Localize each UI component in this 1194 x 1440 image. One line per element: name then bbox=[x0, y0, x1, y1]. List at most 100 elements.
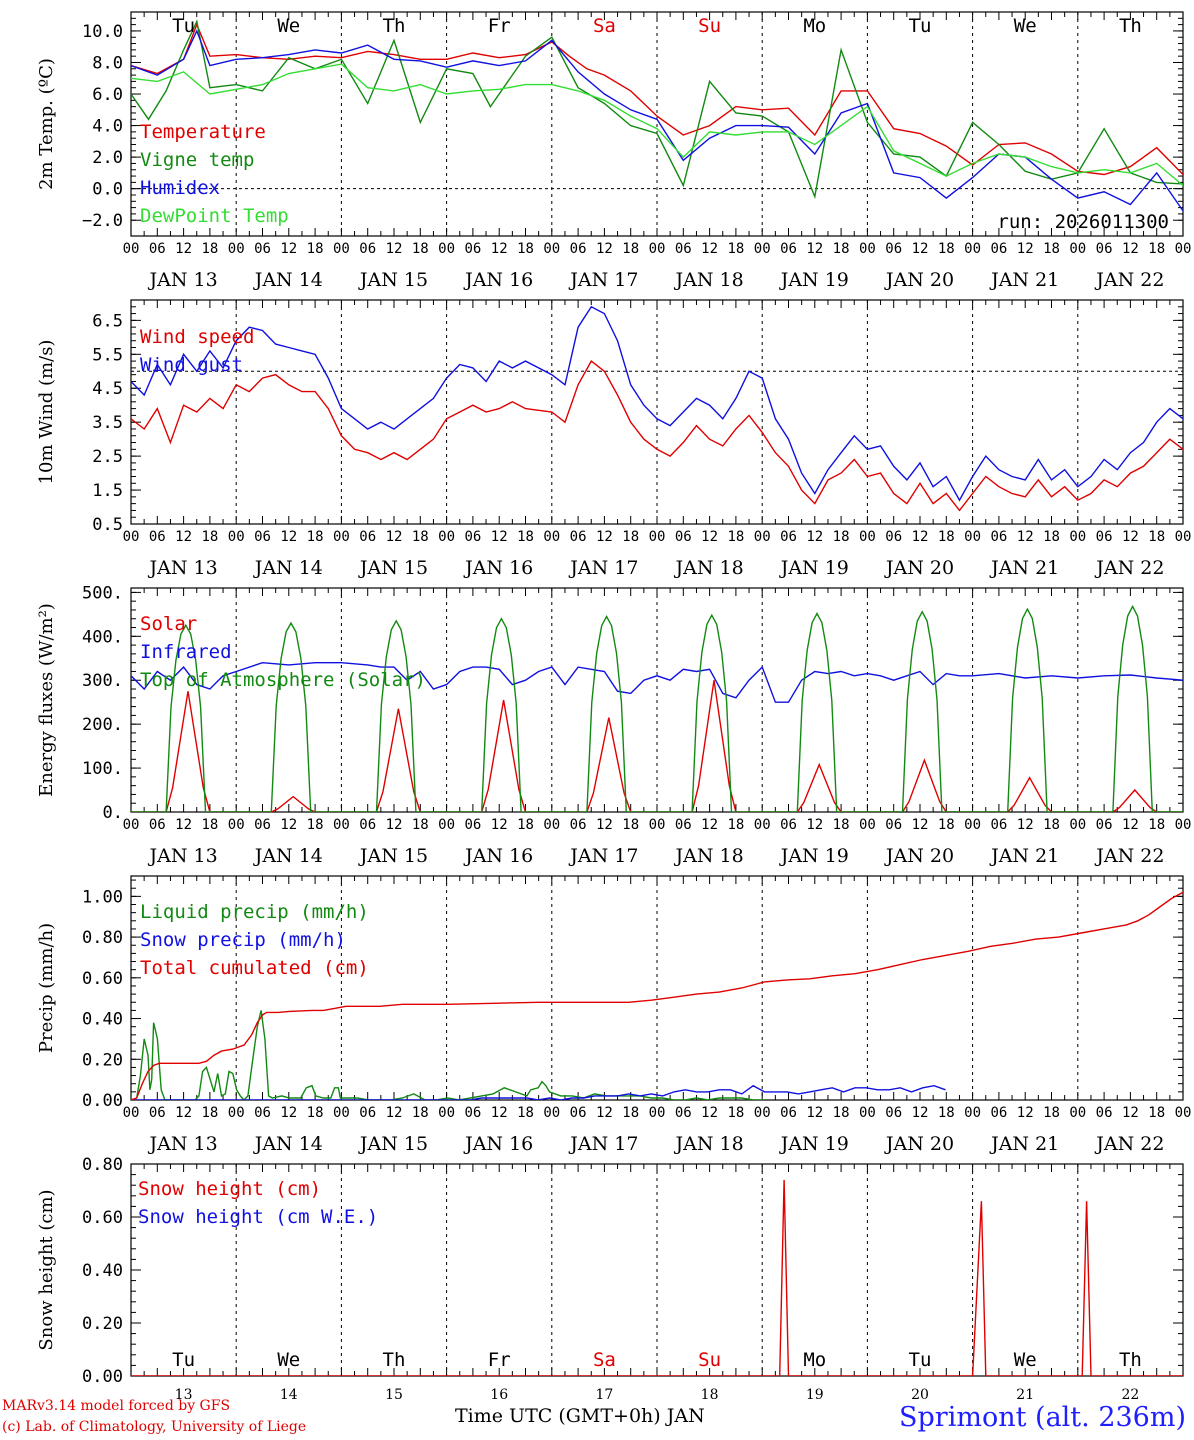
legend-entry: Liquid precip (mm/h) bbox=[140, 901, 369, 923]
hour-label: 06 bbox=[464, 1105, 481, 1121]
hour-label: 18 bbox=[307, 241, 324, 257]
hour-label: 18 bbox=[201, 529, 218, 545]
hour-label: 12 bbox=[386, 529, 403, 545]
y-axis-label: Snow height (cm) bbox=[36, 1189, 57, 1350]
legend-entry: Temperature bbox=[140, 121, 266, 143]
hour-label: 06 bbox=[1096, 241, 1113, 257]
hour-label: 12 bbox=[806, 529, 823, 545]
hour-label: 06 bbox=[359, 817, 376, 833]
y-tick-label: 0.80 bbox=[82, 928, 123, 948]
weekday-label: Th bbox=[1119, 15, 1142, 37]
hour-label: 06 bbox=[359, 241, 376, 257]
day-number-label: 22 bbox=[1121, 1387, 1139, 1403]
hour-label: 00 bbox=[859, 241, 876, 257]
hour-label: 18 bbox=[938, 529, 955, 545]
hour-label: 18 bbox=[1043, 817, 1060, 833]
hour-label: 00 bbox=[649, 241, 666, 257]
hour-label: 12 bbox=[596, 241, 613, 257]
series-line bbox=[131, 63, 1183, 187]
hour-label: 00 bbox=[1175, 529, 1192, 545]
y-tick-label: 0.00 bbox=[82, 1091, 123, 1111]
hour-label: 18 bbox=[1148, 1105, 1165, 1121]
date-label: JAN 14 bbox=[253, 269, 323, 291]
legend-entry: Humidex bbox=[140, 177, 220, 199]
date-label: JAN 18 bbox=[674, 269, 744, 291]
hour-label: 12 bbox=[491, 1105, 508, 1121]
date-label: JAN 15 bbox=[358, 845, 428, 867]
date-label: JAN 14 bbox=[253, 557, 323, 579]
hour-label: 18 bbox=[201, 241, 218, 257]
station-name: Sprimont (alt. 236m) bbox=[899, 1402, 1186, 1433]
hour-label: 18 bbox=[307, 1105, 324, 1121]
weekday-label: Th bbox=[1119, 1349, 1142, 1371]
day-number-label: 21 bbox=[1016, 1387, 1034, 1403]
hour-label: 06 bbox=[780, 241, 797, 257]
legend-entry: Total cumulated (cm) bbox=[140, 957, 369, 979]
series-group bbox=[131, 891, 1183, 1100]
hour-label: 06 bbox=[675, 817, 692, 833]
hour-label: 06 bbox=[464, 817, 481, 833]
date-label: JAN 19 bbox=[779, 1133, 849, 1155]
hour-label: 18 bbox=[517, 817, 534, 833]
date-label: JAN 15 bbox=[358, 1133, 428, 1155]
hour-label: 00 bbox=[1175, 817, 1192, 833]
hour-label: 06 bbox=[570, 1105, 587, 1121]
date-label: JAN 16 bbox=[463, 269, 533, 291]
legend-entry: Vigne temp bbox=[140, 149, 254, 171]
legend-entry: Solar bbox=[140, 613, 197, 635]
hour-label: 18 bbox=[1043, 529, 1060, 545]
hour-label: 12 bbox=[1122, 241, 1139, 257]
date-label: JAN 13 bbox=[148, 269, 218, 291]
hour-label: 00 bbox=[333, 529, 350, 545]
hour-label: 00 bbox=[964, 241, 981, 257]
legend-entry: Wind speed bbox=[140, 326, 254, 348]
hour-label: 18 bbox=[833, 529, 850, 545]
hour-label: 06 bbox=[149, 529, 166, 545]
hour-label: 18 bbox=[412, 529, 429, 545]
hour-label: 00 bbox=[964, 529, 981, 545]
date-label: JAN 13 bbox=[148, 1133, 218, 1155]
hour-label: 06 bbox=[990, 529, 1007, 545]
credit-line-1: MARv3.14 model forced by GFS bbox=[2, 1398, 231, 1414]
hour-label: 06 bbox=[570, 817, 587, 833]
legend-entry: Snow height (cm) bbox=[138, 1178, 321, 1200]
date-label: JAN 17 bbox=[568, 269, 638, 291]
hour-label: 18 bbox=[201, 817, 218, 833]
date-label: JAN 21 bbox=[989, 845, 1059, 867]
hour-label: 18 bbox=[622, 817, 639, 833]
hour-label: 00 bbox=[123, 1105, 140, 1121]
legend-entry: DewPoint Temp bbox=[140, 205, 289, 227]
weekday-label: Mo bbox=[803, 15, 826, 37]
hour-label: 12 bbox=[1122, 1105, 1139, 1121]
hour-label: 12 bbox=[1017, 1105, 1034, 1121]
hour-label: 12 bbox=[912, 529, 929, 545]
date-label: JAN 18 bbox=[674, 557, 744, 579]
hour-label: 00 bbox=[333, 241, 350, 257]
hour-label: 06 bbox=[885, 817, 902, 833]
weekday-label: Su bbox=[698, 1349, 721, 1371]
panel-1: −2.0 0.0 2.0 4.0 6.0 8.0 10.0 2m Temp. (ºC) Temp… bbox=[36, 11, 1191, 291]
hour-label: 12 bbox=[491, 529, 508, 545]
hour-label: 18 bbox=[517, 241, 534, 257]
weekday-label: We bbox=[277, 15, 300, 37]
hour-label: 00 bbox=[649, 1105, 666, 1121]
hour-label: 12 bbox=[491, 241, 508, 257]
hour-label: 18 bbox=[1148, 529, 1165, 545]
y-axis-label: Precip (mm/h) bbox=[36, 923, 57, 1053]
day-number-label: 15 bbox=[385, 1387, 403, 1403]
day-number-label: 19 bbox=[806, 1387, 824, 1403]
date-label: JAN 22 bbox=[1094, 269, 1164, 291]
hour-label: 12 bbox=[701, 817, 718, 833]
hour-label: 00 bbox=[543, 241, 560, 257]
hour-label: 18 bbox=[307, 817, 324, 833]
hour-label: 18 bbox=[517, 529, 534, 545]
date-label: JAN 17 bbox=[568, 1133, 638, 1155]
date-label: JAN 19 bbox=[779, 557, 849, 579]
hour-label: 06 bbox=[1096, 817, 1113, 833]
credit-line-2: (c) Lab. of Climatology, University of L… bbox=[2, 1419, 307, 1435]
hour-label: 12 bbox=[175, 1105, 192, 1121]
hour-label: 06 bbox=[149, 817, 166, 833]
hour-label: 18 bbox=[412, 241, 429, 257]
legend-entry: Snow height (cm W.E.) bbox=[138, 1206, 378, 1228]
y-tick-label: 1.5 bbox=[92, 481, 123, 501]
